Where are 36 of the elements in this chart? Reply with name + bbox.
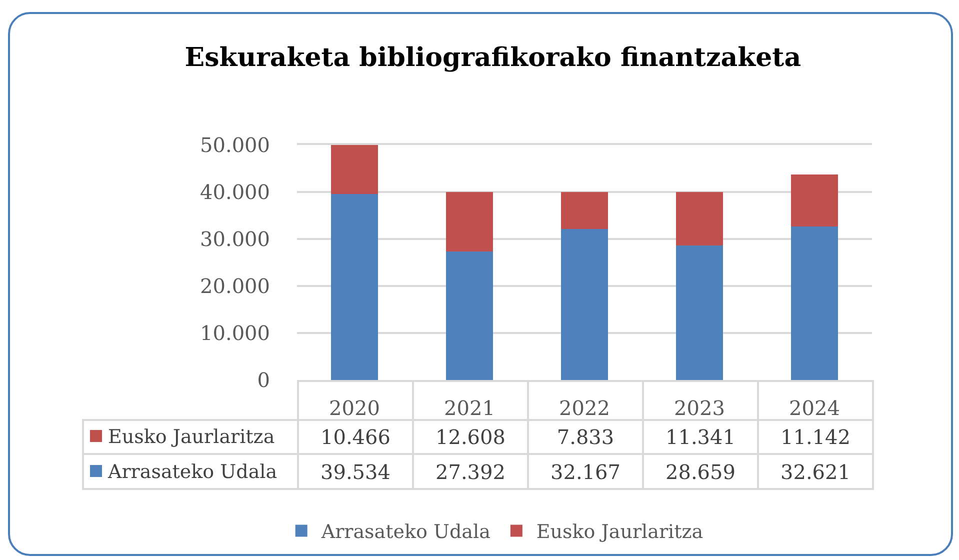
- data-label: 39.534: [298, 454, 413, 489]
- text: Arrasateko Udala: [321, 521, 490, 544]
- y-tick-label: 0: [257, 368, 270, 392]
- data-label: 10.466: [298, 420, 413, 454]
- data-label: 7.833: [528, 420, 643, 454]
- y-tick-label: 20.000: [200, 274, 270, 298]
- legend-label: Eusko Jaurlaritza: [83, 420, 298, 454]
- y-tick-label: 50.000: [200, 133, 270, 157]
- bar: [446, 192, 494, 252]
- bar: [330, 145, 378, 194]
- bar: [676, 245, 724, 380]
- bar: [790, 226, 838, 380]
- x-tick-label: 2021: [444, 396, 495, 420]
- data-label: 32.167: [528, 454, 643, 489]
- bar: [330, 194, 378, 380]
- bar: [446, 251, 494, 380]
- bar: [560, 228, 608, 380]
- x-tick-label: 2023: [674, 396, 725, 420]
- text: Eusko Jaurlaritza: [536, 521, 704, 544]
- x-tick-label: 2024: [789, 396, 840, 420]
- data-label: 27.392: [413, 454, 528, 489]
- bar: [560, 192, 608, 229]
- chart-title: Eskuraketa bibliografikorako finantzaketa: [184, 43, 802, 74]
- bar: [790, 174, 838, 227]
- y-tick-label: 10.000: [200, 321, 270, 345]
- data-label: 28.659: [643, 454, 758, 489]
- y-tick-label: 40.000: [200, 180, 270, 204]
- data-label: 12.608: [413, 420, 528, 454]
- data-label: 11.341: [643, 420, 758, 454]
- data-label: 11.142: [758, 420, 873, 454]
- y-tick-label: 30.000: [200, 227, 270, 251]
- bar: [676, 192, 724, 246]
- x-tick-label: 2020: [329, 396, 380, 420]
- legend-label: Arrasateko Udala: [83, 454, 298, 489]
- data-label: 32.621: [758, 454, 873, 489]
- x-tick-label: 2022: [559, 396, 610, 420]
